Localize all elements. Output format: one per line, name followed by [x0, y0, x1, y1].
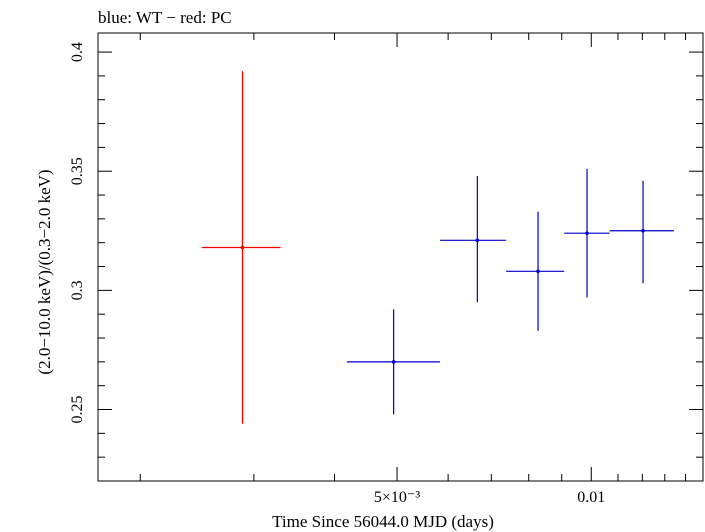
data-point — [609, 180, 674, 284]
y-tick-label: 0.25 — [69, 396, 86, 424]
plot-frame — [97, 32, 704, 482]
x-axis-label: Time Since 56044.0 MJD (days) — [272, 512, 494, 531]
data-marker — [536, 269, 540, 274]
x-tick-label: 0.01 — [577, 489, 605, 506]
data-marker — [240, 245, 245, 250]
data-point — [506, 211, 565, 331]
y-tick-label: 0.35 — [69, 157, 86, 185]
data-marker — [391, 360, 396, 364]
y-tick-label: 0.4 — [69, 42, 86, 62]
data-point — [440, 175, 507, 303]
data-marker — [585, 231, 589, 235]
x-tick-label: 5×10⁻³ — [374, 489, 420, 506]
data-point — [346, 309, 441, 415]
data-point — [564, 168, 610, 298]
axis-ticks: 5×10⁻³ 0.01 0.25 0.3 0.35 0.4 — [69, 33, 703, 506]
data-marker — [475, 238, 480, 243]
data-marker — [641, 228, 645, 233]
series-wt — [346, 168, 674, 415]
series-pc — [201, 71, 281, 424]
y-tick-label: 0.3 — [69, 280, 86, 300]
data-series — [201, 71, 674, 424]
y-axis-label: (2.0−10.0 keV)/(0.3−2.0 keV) — [35, 169, 54, 374]
chart-title: blue: WT − red: PC — [98, 8, 232, 27]
data-point — [201, 71, 281, 424]
